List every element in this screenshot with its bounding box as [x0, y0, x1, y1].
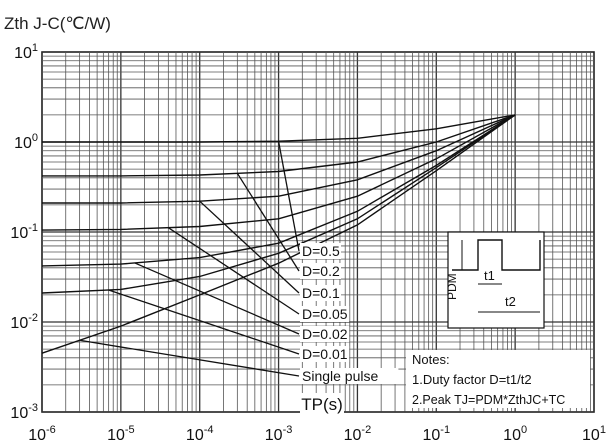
pdm-label: PDM — [445, 273, 459, 300]
label-pointers — [79, 141, 300, 377]
x-tick-label: 10-2 — [344, 424, 372, 444]
tick-labels: 10-6 10-5 10-4 10-3 10-2 10-1 100 101 10-3 10-2 10… — [10, 42, 606, 444]
label-pointer — [134, 262, 300, 335]
x-tick-label: 10-1 — [422, 424, 450, 444]
label-bg — [300, 346, 350, 362]
label-bg — [300, 326, 350, 342]
series-line — [42, 114, 516, 204]
notes-bg — [406, 350, 590, 408]
series-label: D=0.01 — [302, 346, 348, 362]
y-tick-label: 10-1 — [10, 222, 38, 242]
x-tick-label: 10-4 — [186, 424, 214, 444]
series-line — [41, 114, 516, 231]
x-tick-label: 10-3 — [265, 424, 293, 444]
t2-label: t2 — [505, 294, 516, 309]
series-labels: D=0.5 D=0.2 D=0.1 D=0.05 D=0.02 D=0.01 Single … — [300, 243, 399, 384]
series-lines — [41, 114, 516, 354]
x-axis-label: TP(s) — [301, 395, 343, 414]
x-tick-label: 10-5 — [107, 424, 135, 444]
label-bg — [300, 368, 399, 384]
series-label: D=0.5 — [302, 243, 340, 259]
label-bg — [300, 306, 350, 322]
label-pointer — [108, 289, 300, 355]
y-tick-label: 10-3 — [10, 402, 38, 422]
series-line — [41, 114, 516, 294]
x-tick-label: 100 — [503, 424, 527, 444]
notes-box: Notes: 1.Duty factor D=t1/t2 2.Peak TJ=PDM… — [406, 350, 590, 408]
label-bg — [300, 285, 341, 301]
series-line — [41, 114, 516, 354]
label-pointer — [277, 141, 300, 252]
series-line — [42, 114, 516, 177]
series-label: D=0.1 — [302, 285, 340, 301]
label-bg — [300, 243, 341, 259]
pulse-inset: PDM t1 t2 — [445, 231, 545, 329]
series-label: D=0.05 — [302, 306, 348, 322]
label-pointer — [167, 227, 300, 315]
label-pointer — [199, 200, 300, 294]
label-pointer — [236, 172, 300, 272]
y-axis-label: Zth J-C(℃/W) — [4, 14, 111, 33]
y-tick-label: 101 — [14, 42, 38, 62]
series-label: Single pulse — [302, 368, 378, 384]
series-label: D=0.2 — [302, 263, 340, 279]
x-tick-label: 101 — [582, 424, 606, 444]
series-line — [41, 114, 516, 267]
y-tick-label: 100 — [14, 132, 38, 152]
x-label-bg — [300, 393, 344, 415]
pulse-waveform — [452, 239, 541, 271]
notes-line1: 1.Duty factor D=t1/t2 — [412, 372, 532, 387]
notes-line2: 2.Peak TJ=PDM*ZthJC+TC — [412, 393, 565, 407]
y-tick-label: 10-2 — [10, 312, 38, 332]
label-bg — [300, 263, 341, 279]
label-pointer — [79, 339, 300, 377]
t1-label: t1 — [484, 268, 495, 283]
series-line — [42, 114, 516, 143]
series-label: D=0.02 — [302, 326, 348, 342]
x-tick-label: 10-6 — [28, 424, 56, 444]
notes-title: Notes: — [412, 352, 450, 367]
